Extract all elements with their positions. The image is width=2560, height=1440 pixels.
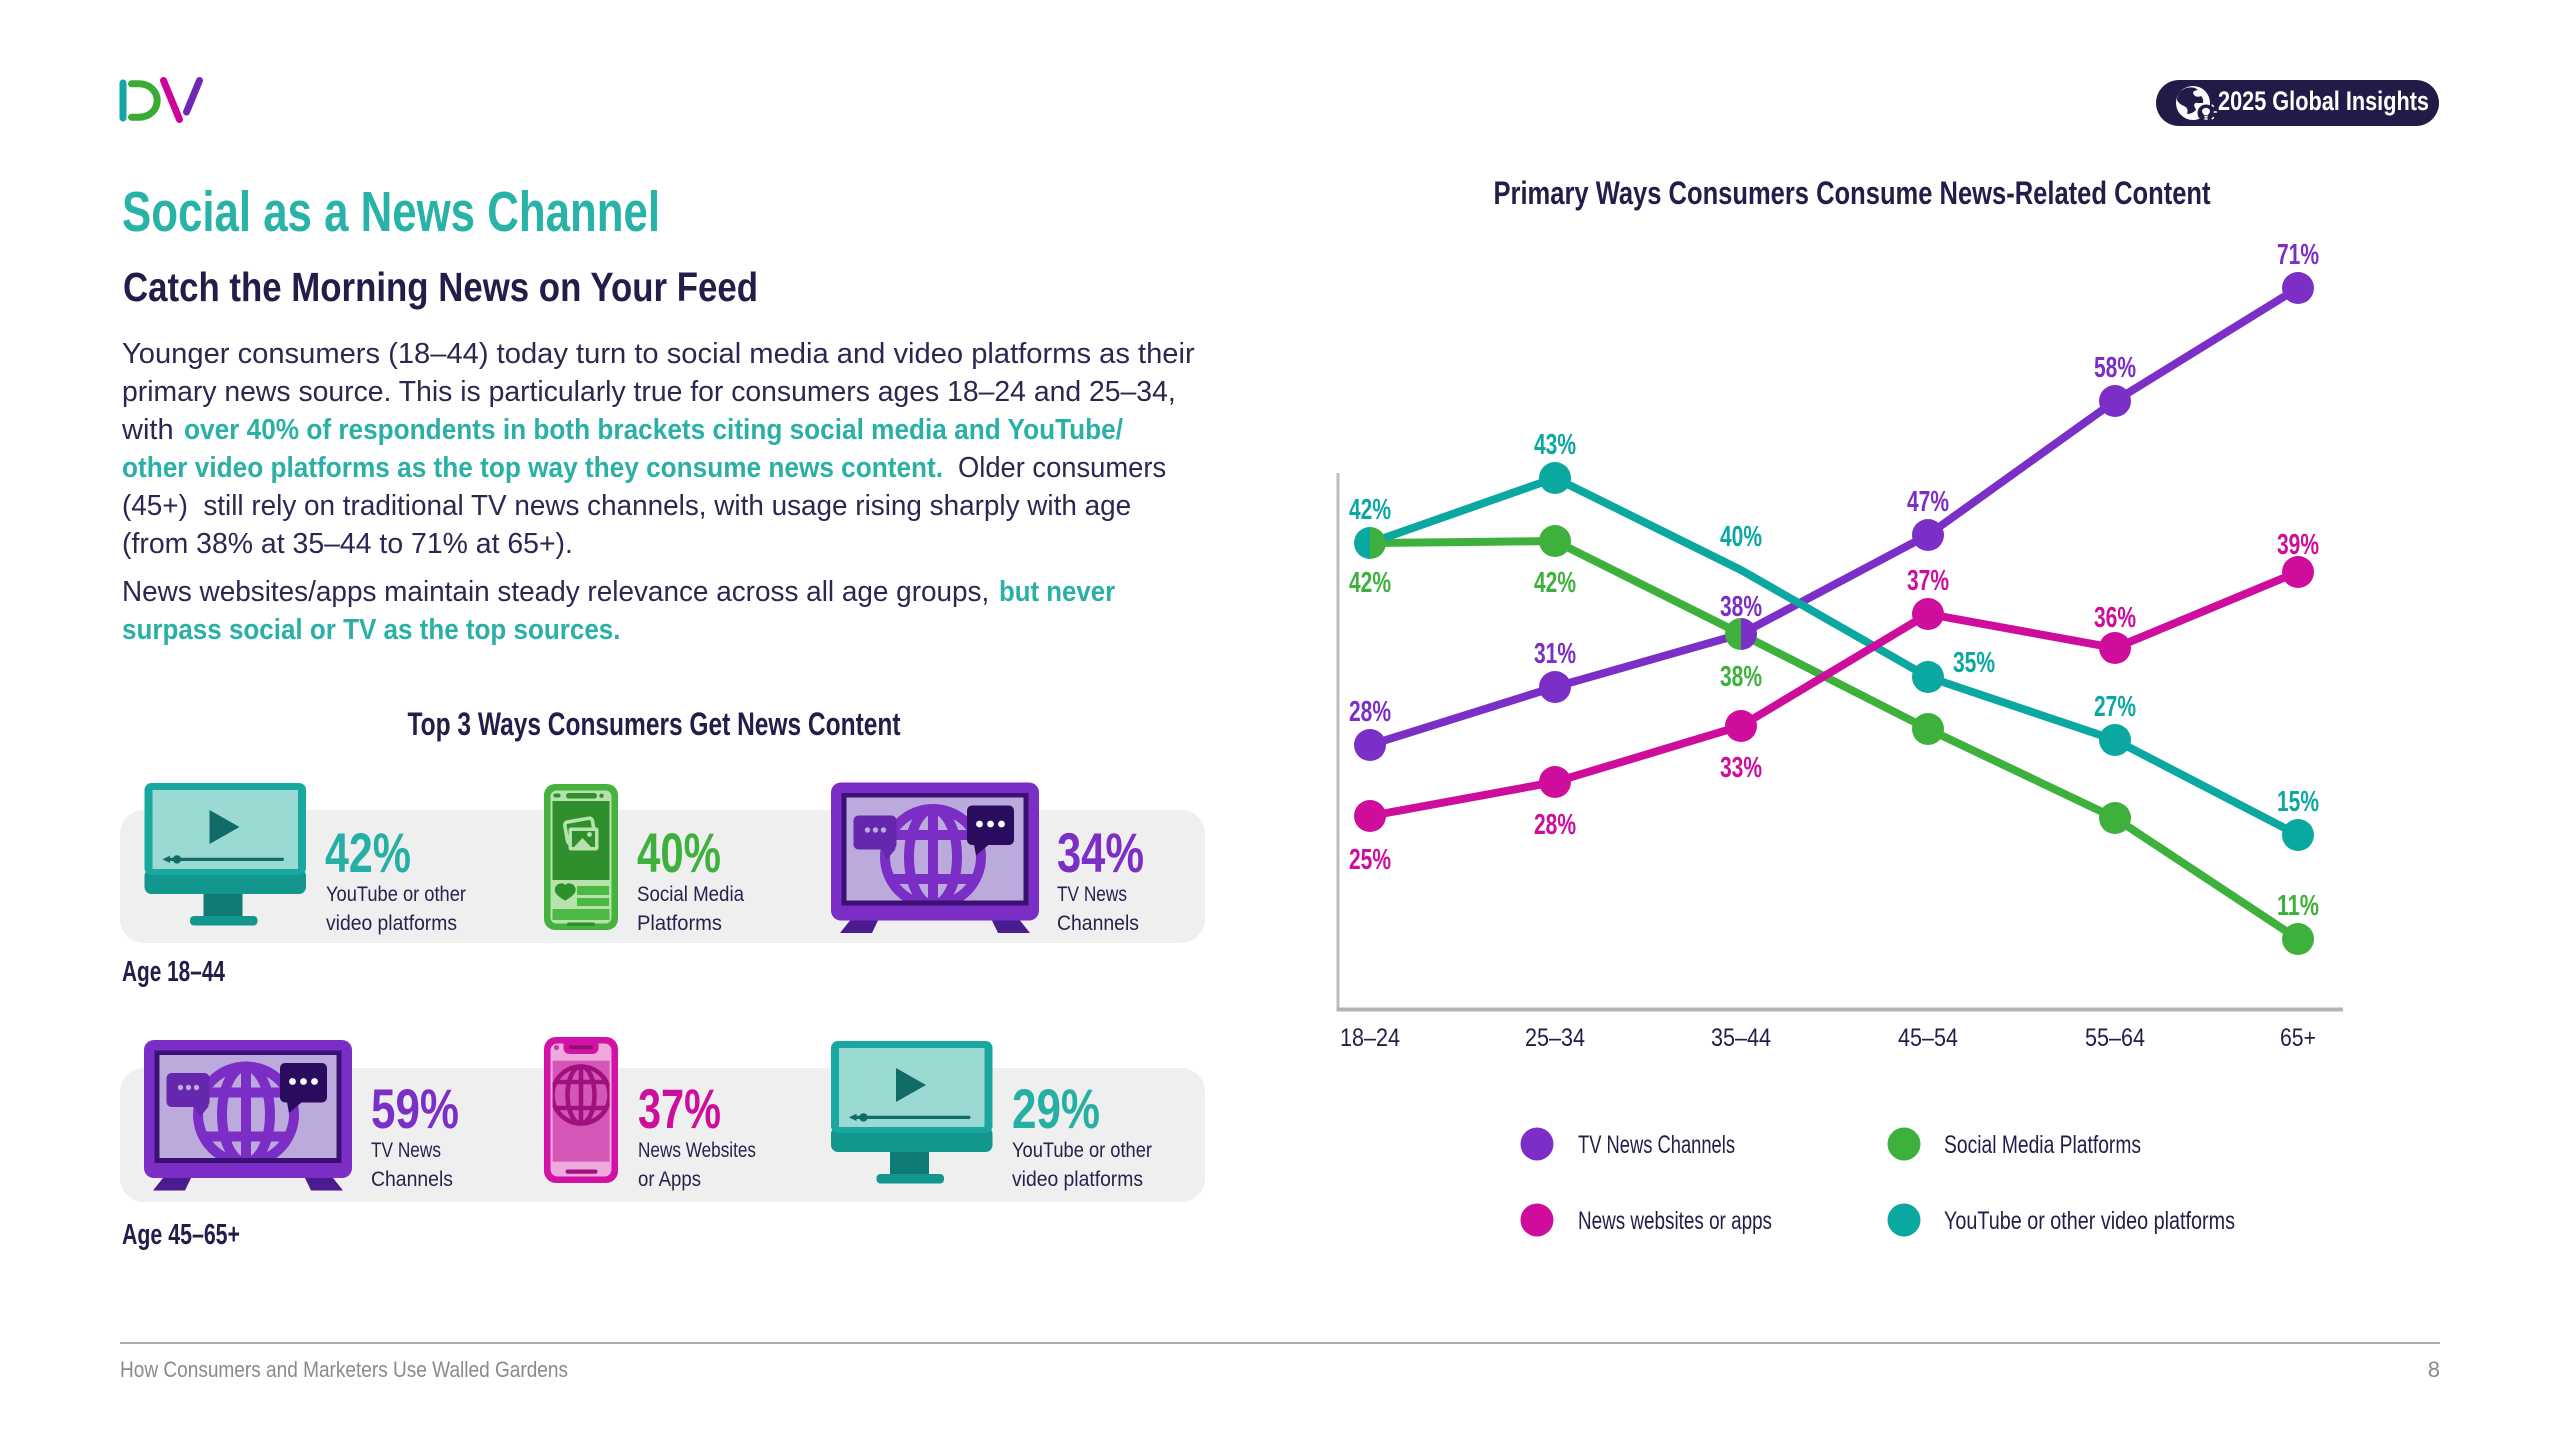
svg-text:18–24: 18–24 [1340, 1024, 1400, 1052]
svg-text:YouTube or other: YouTube or other [1012, 1139, 1152, 1162]
svg-text:but never: but never [999, 575, 1115, 608]
svg-text:40%: 40% [1720, 521, 1762, 553]
svg-text:28%: 28% [1349, 696, 1391, 728]
svg-text:over 40% of respondents in bot: over 40% of respondents in both brackets… [184, 413, 1123, 446]
svg-text:38%: 38% [1720, 591, 1762, 623]
svg-text:55–64: 55–64 [2085, 1024, 2145, 1052]
svg-text:11%: 11% [2277, 890, 2319, 922]
svg-text:video platforms: video platforms [326, 912, 457, 935]
svg-text:39%: 39% [2277, 529, 2319, 561]
svg-text:Top 3 Ways Consumers Get News: Top 3 Ways Consumers Get News Content [408, 706, 901, 742]
svg-text:YouTube or other video platfor: YouTube or other video platforms [1944, 1207, 2235, 1235]
svg-text:with: with [121, 414, 174, 446]
svg-text:News Websites: News Websites [638, 1139, 756, 1162]
svg-text:(45+) still rely on tradition: (45+) still rely on traditional TV news … [122, 490, 1131, 523]
svg-text:Channels: Channels [371, 1168, 453, 1191]
svg-text:Channels: Channels [1057, 912, 1139, 935]
svg-text:Age 18–44: Age 18–44 [122, 956, 225, 988]
svg-text:37%: 37% [638, 1077, 721, 1140]
svg-text:29%: 29% [1012, 1077, 1100, 1140]
svg-text:34%: 34% [1057, 821, 1144, 884]
svg-text:Social Media Platforms: Social Media Platforms [1944, 1131, 2141, 1159]
svg-text:News websites/apps maintain st: News websites/apps maintain steady relev… [122, 576, 989, 609]
svg-text:35–44: 35–44 [1711, 1024, 1771, 1052]
svg-text:Catch the Morning News on Your: Catch the Morning News on Your Feed [123, 264, 758, 310]
svg-text:other video platforms as the t: other video platforms as the top way the… [122, 451, 943, 484]
svg-text:28%: 28% [1534, 809, 1576, 841]
svg-text:37%: 37% [1907, 565, 1949, 597]
svg-text:71%: 71% [2277, 239, 2319, 271]
svg-text:video platforms: video platforms [1012, 1168, 1143, 1191]
svg-text:42%: 42% [1349, 494, 1391, 526]
svg-text:Younger consumers (18–44) toda: Younger consumers (18–44) today turn to … [122, 338, 1195, 370]
svg-text:15%: 15% [2277, 786, 2319, 818]
svg-text:TV News: TV News [1057, 883, 1127, 906]
svg-text:45–54: 45–54 [1898, 1024, 1958, 1052]
svg-text:(from 38% at 35–44 to 71% at 6: (from 38% at 35–44 to 71% at 65+). [122, 528, 573, 560]
svg-text:surpass social or TV as the to: surpass social or TV as the top sources. [122, 613, 620, 646]
svg-text:Older consumers: Older consumers [958, 450, 1166, 483]
svg-text:25–34: 25–34 [1525, 1024, 1585, 1052]
svg-text:42%: 42% [325, 821, 411, 884]
svg-text:TV News Channels: TV News Channels [1578, 1131, 1735, 1159]
svg-text:Social Media: Social Media [637, 883, 744, 906]
svg-text:58%: 58% [2094, 352, 2136, 384]
svg-text:27%: 27% [2094, 691, 2136, 723]
svg-text:or Apps: or Apps [638, 1168, 701, 1191]
svg-text:31%: 31% [1534, 638, 1576, 670]
svg-text:Platforms: Platforms [637, 912, 722, 935]
svg-text:40%: 40% [637, 821, 721, 884]
svg-text:YouTube or other: YouTube or other [326, 883, 466, 906]
svg-text:2025 Global Insights: 2025 Global Insights [2218, 86, 2429, 116]
svg-text:59%: 59% [371, 1077, 459, 1140]
svg-text:primary news source. This is p: primary news source. This is particularl… [122, 376, 1176, 408]
svg-text:Social as a News Channel: Social as a News Channel [122, 180, 660, 244]
svg-text:Primary Ways Consumers Consume: Primary Ways Consumers Consume News-Rela… [1494, 175, 2211, 211]
svg-text:65+: 65+ [2280, 1024, 2316, 1052]
svg-text:TV News: TV News [371, 1139, 441, 1162]
svg-text:25%: 25% [1349, 844, 1391, 876]
svg-text:43%: 43% [1534, 429, 1576, 461]
svg-text:35%: 35% [1953, 647, 1995, 679]
svg-text:Age 45–65+: Age 45–65+ [122, 1219, 240, 1251]
svg-text:42%: 42% [1534, 567, 1576, 599]
svg-text:News websites or apps: News websites or apps [1578, 1207, 1772, 1235]
svg-text:47%: 47% [1907, 486, 1949, 518]
svg-text:How Consumers and Marketers Us: How Consumers and Marketers Use Walled G… [120, 1357, 568, 1382]
svg-text:8: 8 [2428, 1357, 2440, 1382]
svg-text:38%: 38% [1720, 661, 1762, 693]
svg-text:36%: 36% [2094, 602, 2136, 634]
svg-text:42%: 42% [1349, 567, 1391, 599]
svg-text:33%: 33% [1720, 752, 1762, 784]
